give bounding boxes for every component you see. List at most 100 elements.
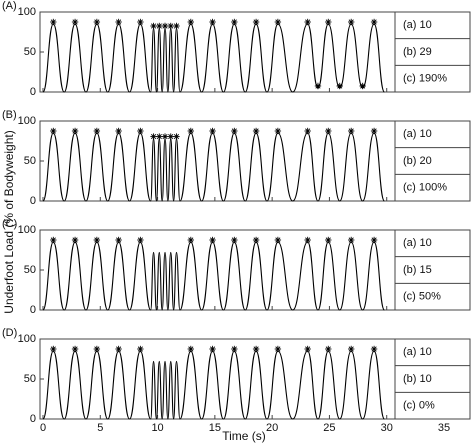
marker-stroke bbox=[371, 128, 377, 134]
peak-marker bbox=[187, 345, 194, 353]
marker-stroke bbox=[162, 23, 168, 29]
marker-stroke bbox=[137, 237, 143, 243]
table-cell: (a) 10 bbox=[403, 128, 432, 140]
marker-stroke bbox=[156, 134, 162, 140]
peak-marker bbox=[336, 82, 343, 90]
side-table bbox=[394, 229, 471, 311]
marker-stroke bbox=[325, 237, 331, 243]
marker-stroke bbox=[275, 237, 281, 243]
table-cell: (a) 10 bbox=[403, 19, 432, 31]
peak-marker bbox=[231, 18, 238, 26]
peak-marker bbox=[209, 345, 216, 353]
side-table bbox=[394, 11, 471, 93]
marker-stroke bbox=[371, 346, 377, 352]
marker-stroke bbox=[173, 134, 180, 140]
peak-marker bbox=[50, 127, 57, 135]
y-tick-label: 50 bbox=[24, 373, 36, 385]
peak-marker bbox=[161, 22, 169, 30]
signal-line bbox=[42, 241, 385, 311]
marker-stroke bbox=[337, 83, 343, 89]
marker-stroke bbox=[371, 19, 377, 25]
peak-marker bbox=[137, 127, 144, 135]
peak-marker bbox=[347, 345, 355, 353]
marker-stroke bbox=[348, 237, 354, 243]
peak-marker bbox=[115, 18, 122, 26]
marker-stroke bbox=[315, 83, 321, 89]
marker-stroke bbox=[325, 346, 331, 352]
peak-marker bbox=[231, 236, 238, 244]
peak-marker bbox=[252, 18, 260, 26]
peak-marker bbox=[209, 127, 216, 135]
peak-marker bbox=[71, 127, 79, 135]
marker-stroke bbox=[348, 128, 354, 134]
peak-marker bbox=[274, 345, 282, 353]
marker-stroke bbox=[360, 83, 366, 89]
x-tick-label: 5 bbox=[97, 422, 103, 434]
x-tick-label: 15 bbox=[209, 422, 221, 434]
marker-stroke bbox=[253, 346, 259, 352]
peak-marker bbox=[50, 236, 57, 244]
marker-stroke bbox=[371, 237, 377, 243]
peak-marker bbox=[370, 345, 378, 353]
marker-stroke bbox=[173, 23, 180, 29]
y-tick-label: 100 bbox=[18, 333, 36, 345]
peak-marker bbox=[71, 345, 79, 353]
peak-marker bbox=[231, 345, 238, 353]
marker-stroke bbox=[50, 128, 56, 134]
table-cell: (a) 10 bbox=[403, 346, 432, 358]
marker-stroke bbox=[50, 19, 56, 25]
peak-marker bbox=[325, 345, 332, 353]
x-tick-label: 25 bbox=[323, 422, 335, 434]
signal-line bbox=[42, 132, 385, 202]
marker-stroke bbox=[50, 346, 56, 352]
signal-line bbox=[42, 23, 385, 93]
peak-marker bbox=[209, 236, 216, 244]
peak-marker bbox=[274, 236, 282, 244]
peak-marker bbox=[161, 133, 169, 140]
peak-marker bbox=[252, 345, 260, 353]
peak-marker bbox=[187, 18, 194, 26]
peak-marker bbox=[115, 345, 122, 353]
peak-marker bbox=[71, 18, 79, 26]
marker-stroke bbox=[168, 23, 174, 29]
marker-stroke bbox=[150, 23, 157, 29]
x-tick-label: 20 bbox=[266, 422, 278, 434]
peak-marker bbox=[314, 82, 322, 90]
peak-marker bbox=[209, 18, 216, 26]
peak-marker bbox=[274, 18, 282, 26]
marker-stroke bbox=[253, 19, 259, 25]
panel-label: (D) bbox=[2, 327, 17, 339]
marker-stroke bbox=[305, 237, 311, 243]
x-tick-label: 30 bbox=[381, 422, 393, 434]
y-tick-label: 50 bbox=[24, 46, 36, 58]
peak-marker bbox=[93, 345, 101, 353]
marker-stroke bbox=[348, 346, 354, 352]
peak-marker bbox=[71, 236, 79, 244]
peak-marker bbox=[173, 133, 180, 140]
peak-marker bbox=[187, 127, 194, 135]
peak-marker bbox=[150, 22, 157, 30]
marker-stroke bbox=[305, 19, 311, 25]
table-cell: (b) 15 bbox=[403, 264, 432, 276]
marker-stroke bbox=[188, 237, 194, 243]
marker-stroke bbox=[325, 19, 331, 25]
peak-marker bbox=[370, 127, 378, 135]
marker-stroke bbox=[137, 19, 143, 25]
marker-stroke bbox=[305, 128, 311, 134]
y-tick-label: 0 bbox=[30, 304, 36, 316]
table-cell: (a) 10 bbox=[403, 237, 432, 249]
table-cell: (b) 20 bbox=[403, 155, 432, 167]
x-tick-label: 35 bbox=[438, 422, 450, 434]
marker-stroke bbox=[305, 346, 311, 352]
peak-marker bbox=[274, 127, 282, 135]
marker-stroke bbox=[325, 128, 331, 134]
y-tick-label: 100 bbox=[18, 224, 36, 236]
peak-marker bbox=[93, 236, 101, 244]
peak-marker bbox=[115, 236, 122, 244]
peak-marker bbox=[50, 18, 57, 26]
peak-marker bbox=[304, 127, 311, 135]
marker-stroke bbox=[275, 19, 281, 25]
peak-marker bbox=[173, 22, 180, 30]
table-cell: (c) 0% bbox=[403, 400, 435, 412]
